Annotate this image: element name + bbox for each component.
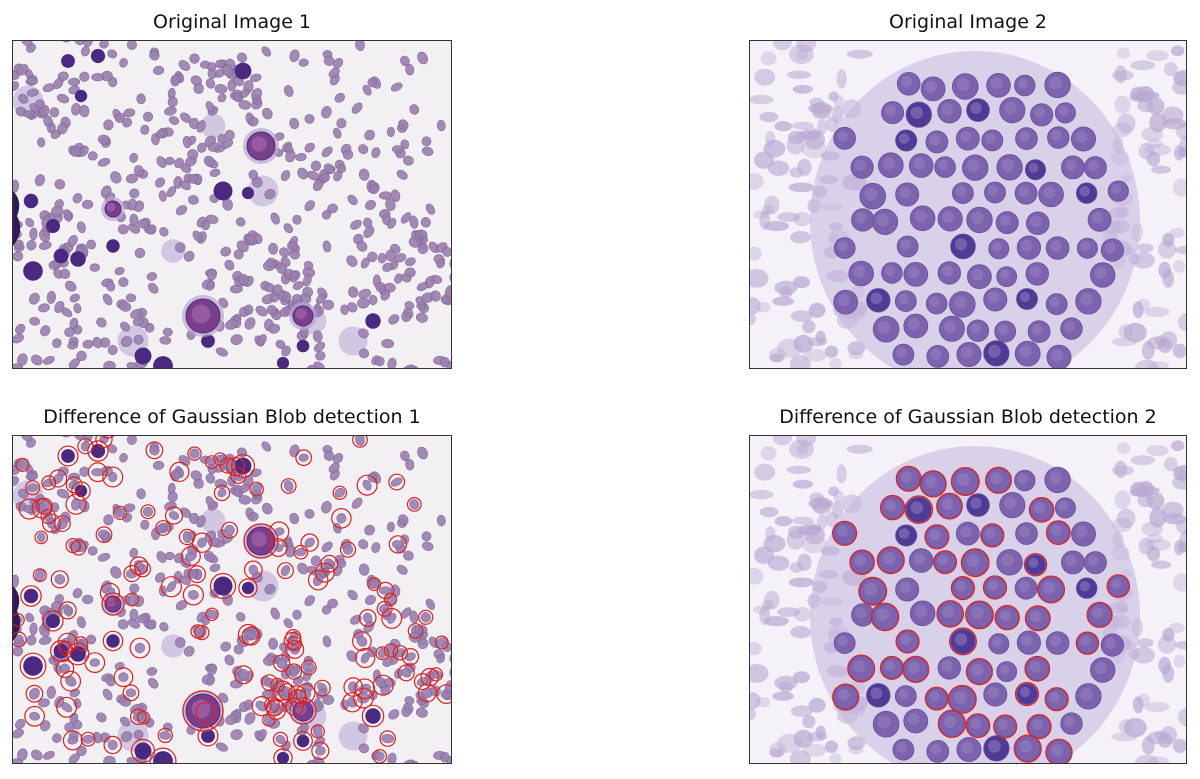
original-image-2 xyxy=(749,40,1187,369)
blob-overlay-image-2 xyxy=(750,436,1186,763)
cell-layer xyxy=(13,436,451,763)
panel-title-original-1: Original Image 1 xyxy=(152,11,312,33)
cell-cluster-image-2 xyxy=(750,41,1186,368)
detected-blob-circles xyxy=(831,465,1131,763)
detected-blob-circles xyxy=(13,436,451,763)
cell-layer xyxy=(750,41,1186,368)
cell-layer xyxy=(750,436,1186,763)
original-image-1 xyxy=(12,40,452,369)
blob-detection-image-2 xyxy=(749,435,1187,764)
blob-detection-image-1 xyxy=(12,435,452,764)
panel-title-blob-detection-1: Difference of Gaussian Blob detection 1 xyxy=(43,406,421,428)
cell-layer xyxy=(13,41,451,368)
blood-smear-image-1 xyxy=(13,41,451,368)
panel-title-original-2: Original Image 2 xyxy=(888,11,1048,33)
panel-title-blob-detection-2: Difference of Gaussian Blob detection 2 xyxy=(779,406,1157,428)
blob-overlay-image-1 xyxy=(13,436,451,763)
